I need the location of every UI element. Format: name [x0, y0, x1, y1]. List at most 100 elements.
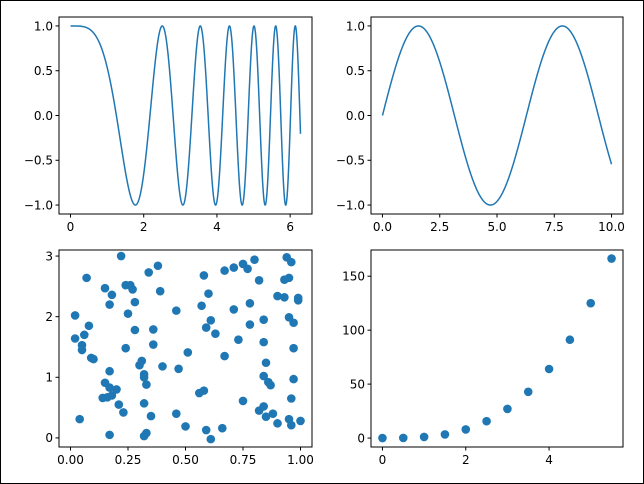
- y-tick-label: 3: [45, 249, 53, 263]
- scatter-point: [130, 325, 140, 335]
- scatter-point: [158, 362, 167, 371]
- scatter-point: [565, 335, 575, 345]
- scatter-point: [261, 412, 271, 421]
- scatter-point: [586, 298, 596, 308]
- axes-frame: [370, 16, 624, 215]
- axes-bottom-left: 0.00 0.25 0.50 0.75 1.00 0 1 2 3: [45, 249, 314, 467]
- axes-top-left: 0 2 4 6 −1.0 −0.5 0.0 0.5 1.0: [24, 16, 313, 234]
- scatter-point: [201, 323, 211, 332]
- scatter-point: [121, 280, 130, 290]
- scatter-point: [144, 268, 153, 277]
- scatter-point: [287, 420, 296, 430]
- scatter-point: [105, 430, 114, 440]
- scatter-point: [139, 431, 149, 441]
- scatter-point: [82, 273, 91, 283]
- x-tick-label: 0: [379, 453, 387, 467]
- scatter-point: [482, 416, 491, 426]
- scatter-point: [112, 385, 121, 394]
- scatter-point: [289, 318, 298, 328]
- scatter-point: [523, 387, 533, 397]
- scatter-point: [607, 254, 616, 263]
- scatter-point: [107, 290, 117, 300]
- y-tick-label: 100: [342, 323, 365, 337]
- scatter-point: [105, 383, 114, 392]
- scatter-point: [201, 425, 211, 435]
- scatter-point: [128, 285, 137, 294]
- scatter-point: [440, 430, 450, 439]
- scatter-point: [243, 264, 252, 274]
- plot-area-top-right: [381, 25, 613, 206]
- scatter-point: [229, 305, 239, 314]
- scatter-point: [289, 374, 298, 384]
- x-tick-label: 0.25: [115, 453, 142, 467]
- y-tick-label: 0.0: [346, 109, 365, 123]
- x-tick-label: 6: [286, 220, 294, 234]
- x-tick-label: 0.50: [172, 453, 199, 467]
- scatter-point: [461, 425, 471, 434]
- scatter-point: [119, 408, 128, 417]
- scatter-point: [84, 321, 94, 331]
- axes-frame: [370, 249, 624, 448]
- scatter-point: [289, 343, 298, 353]
- x-tick-label: 0.0: [373, 220, 392, 234]
- y-tick-label: 1: [45, 371, 53, 385]
- scatter-point: [254, 276, 264, 285]
- x-tick-label: 2: [462, 453, 470, 467]
- y-tick-label: 0.5: [346, 64, 365, 78]
- scatter-point: [287, 257, 296, 267]
- scatter-point: [172, 306, 181, 315]
- scatter-point: [153, 261, 163, 271]
- scatter-point: [98, 393, 107, 403]
- y-tick-label: 2: [45, 310, 53, 324]
- scatter-point: [206, 316, 216, 325]
- scatter-point: [419, 432, 429, 442]
- y-tick-label: 0.0: [34, 109, 53, 123]
- scatter-point: [250, 255, 259, 264]
- scatter-point: [100, 283, 110, 293]
- scatter-point: [273, 291, 282, 301]
- scatter-point: [238, 396, 248, 406]
- scatter-point: [266, 380, 275, 390]
- scatter-point: [139, 372, 149, 382]
- scatter-point: [197, 301, 206, 311]
- scatter-point: [234, 335, 243, 345]
- scatter-point: [75, 414, 84, 424]
- y-tick-label: 0: [45, 431, 53, 445]
- scatter-point: [181, 422, 190, 431]
- x-tick-label: 5.0: [487, 220, 506, 234]
- scatter-point: [503, 404, 512, 414]
- scatter-point: [121, 343, 130, 353]
- x-tick-label: 0.00: [57, 453, 84, 467]
- x-tick-label: 10.0: [598, 220, 625, 234]
- scatter-point: [142, 380, 151, 389]
- scatter-point: [293, 293, 303, 303]
- scatter-point: [139, 399, 149, 408]
- scatter-point: [123, 309, 133, 318]
- scatter-point: [135, 360, 144, 370]
- scatter-point: [218, 423, 227, 433]
- scatter-point: [259, 315, 269, 325]
- scatter-point: [105, 366, 114, 376]
- x-tick-label: 2.5: [430, 220, 449, 234]
- scatter-point: [378, 433, 387, 443]
- series-line: [70, 25, 302, 206]
- y-tick-label: 150: [342, 270, 365, 284]
- y-tick-label: 50: [350, 377, 365, 391]
- scatter-point: [107, 391, 117, 400]
- x-tick-label: 4: [545, 453, 553, 467]
- plot-area-bottom-left: [70, 251, 305, 444]
- x-tick-label: 0: [67, 220, 75, 234]
- scatter-point: [172, 409, 181, 418]
- scatter-point: [259, 337, 269, 347]
- scatter-point: [195, 388, 204, 398]
- scatter-point: [261, 358, 271, 368]
- x-tick-label: 2: [140, 220, 148, 234]
- axes-bottom-right: 0 2 4 0 50 100 150: [342, 249, 624, 467]
- scatter-point: [199, 271, 209, 280]
- y-tick-label: −1.0: [24, 198, 53, 212]
- axes-top-right: 0.0 2.5 5.0 7.5 10.0 −1.0 −0.5 0.0 0.5 1.0: [336, 16, 625, 234]
- scatter-point: [296, 416, 305, 426]
- y-tick-label: 1.0: [34, 19, 53, 33]
